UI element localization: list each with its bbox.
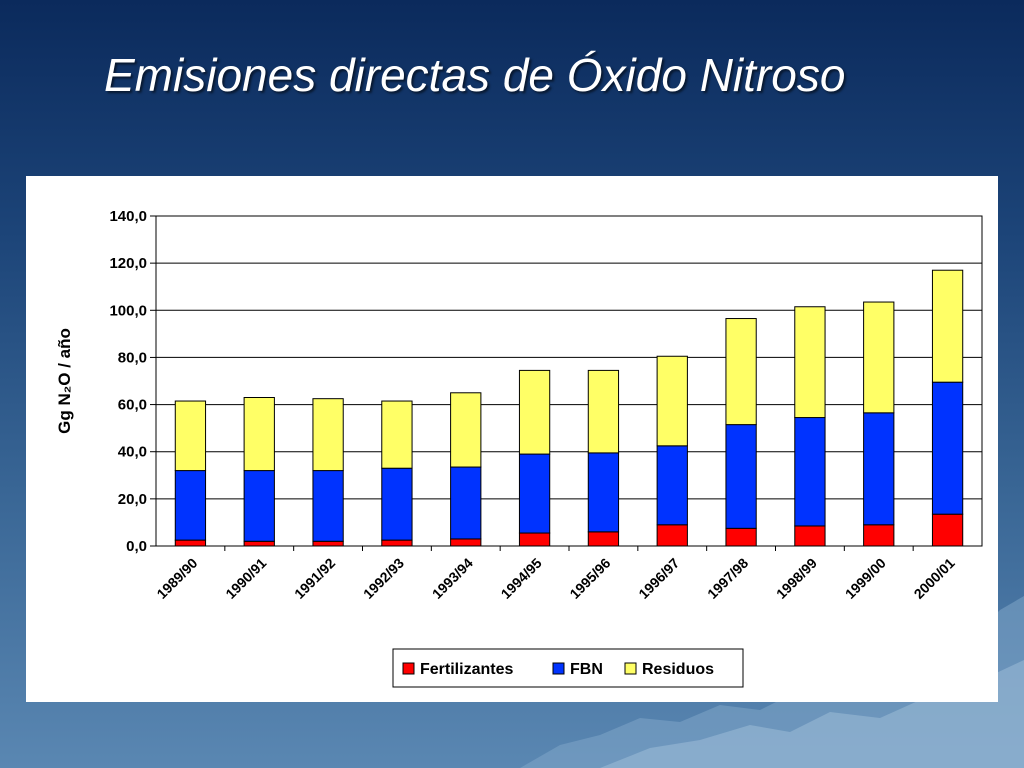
y-tick-label: 20,0	[118, 491, 147, 508]
x-tick-label: 1990/91	[222, 555, 269, 602]
chart-panel: 0,0 20,0 40,0 60,0 80,0 100,0 120,0 140,0 1989/…	[26, 176, 998, 702]
bar-segment-fertilizantes	[725, 527, 757, 547]
legend-swatch	[402, 662, 415, 675]
y-tick-label: 140,0	[109, 208, 147, 225]
bar-segment-fbn	[518, 453, 551, 534]
bar-segment-fertilizantes	[863, 524, 895, 547]
legend-entry: Fertilizantes	[420, 661, 513, 678]
bar-segment-fbn	[450, 466, 482, 540]
legend: Fertilizantes FBN Residuos	[392, 648, 744, 688]
y-tick-label: 40,0	[118, 444, 147, 461]
y-axis-label: Gg N₂O / año	[55, 328, 74, 434]
bar-segment-fbn	[381, 467, 413, 541]
x-tick-label: 1997/98	[704, 555, 751, 602]
legend-swatch	[552, 662, 565, 675]
bar-segment-fertilizantes	[243, 540, 275, 547]
bar-segment-fbn	[243, 470, 275, 542]
y-tick-label: 100,0	[109, 302, 147, 319]
legend-entry: FBN	[570, 661, 603, 678]
bar-segment-residuos	[656, 355, 688, 447]
bar-segment-fbn	[587, 452, 620, 533]
x-tick-label: 1994/95	[498, 555, 545, 602]
bars	[174, 269, 964, 547]
legend-box	[392, 648, 744, 688]
y-tick-label: 120,0	[109, 255, 147, 272]
bar-segment-fertilizantes	[312, 540, 344, 547]
x-tick-label: 1989/90	[153, 555, 200, 602]
bar-segment-fbn	[656, 445, 688, 526]
bar-segment-residuos	[931, 269, 964, 383]
bar-segment-residuos	[794, 306, 826, 419]
bar-segment-fbn	[931, 381, 964, 515]
x-tick-label: 1998/99	[773, 555, 820, 602]
y-tick-label: 0,0	[126, 538, 147, 555]
bar-segment-fertilizantes	[656, 524, 688, 547]
y-tick-labels: 0,0 20,0 40,0 60,0 80,0 100,0 120,0 140,0	[109, 208, 147, 555]
bar-segment-residuos	[312, 398, 344, 472]
x-tick-label: 1993/94	[429, 555, 476, 602]
bar-segment-residuos	[518, 369, 551, 455]
x-tick-label: 1996/97	[635, 555, 682, 602]
grid-lines	[150, 215, 982, 551]
bar-segment-fertilizantes	[794, 525, 826, 547]
y-tick-label: 80,0	[118, 349, 147, 366]
stacked-bar-chart: 0,0 20,0 40,0 60,0 80,0 100,0 120,0 140,0 1989/…	[55, 208, 983, 688]
bar-segment-fertilizantes	[174, 539, 207, 547]
x-tick-labels: 1989/90 1990/91 1991/92 1992/93 1993/94 1994/…	[153, 555, 957, 602]
bar-segment-fbn	[312, 470, 344, 542]
x-tick-label: 1995/96	[566, 555, 613, 602]
x-tick-label: 1991/92	[291, 555, 338, 602]
bar-segment-residuos	[174, 400, 207, 472]
bar-segment-residuos	[587, 369, 620, 454]
slide-title: Emisiones directas de Óxido Nitroso	[104, 49, 846, 101]
bar-segment-residuos	[243, 397, 275, 472]
legend-swatch	[624, 662, 637, 675]
bar-segment-fertilizantes	[381, 539, 413, 547]
y-tick-label: 60,0	[118, 397, 147, 414]
bar-segment-fertilizantes	[450, 538, 482, 547]
x-tick-label: 2000/01	[911, 555, 958, 602]
plot-frame	[155, 215, 983, 547]
x-tick-label: 1992/93	[360, 555, 407, 602]
x-tick-label: 1999/00	[842, 555, 889, 602]
legend-entry: Residuos	[642, 661, 714, 678]
bar-segment-fbn	[725, 424, 757, 529]
bar-segment-residuos	[450, 392, 482, 468]
bar-segment-residuos	[725, 318, 757, 426]
bar-segment-residuos	[381, 400, 413, 469]
bar-segment-fbn	[174, 470, 207, 541]
bar-segment-fbn	[794, 417, 826, 527]
bar-segment-fertilizantes	[931, 513, 964, 547]
bar-segment-residuos	[863, 301, 895, 414]
bar-segment-fbn	[863, 412, 895, 526]
bar-segment-fertilizantes	[518, 532, 551, 547]
bar-segment-fertilizantes	[587, 531, 620, 547]
